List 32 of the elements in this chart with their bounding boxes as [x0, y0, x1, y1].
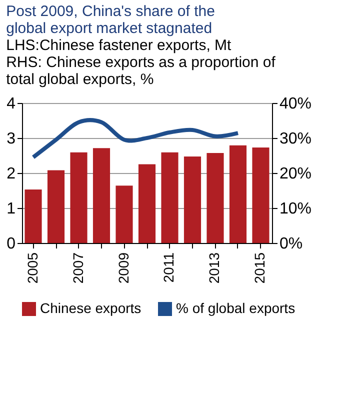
x-tick-label: 2015: [252, 252, 268, 284]
bar: [206, 153, 224, 243]
bar: [252, 147, 270, 243]
x-tick-label: 2011: [160, 252, 177, 283]
y-tick-label: 0: [6, 236, 16, 252]
y-tick-label: 3: [6, 130, 16, 148]
bar: [184, 156, 202, 243]
text: RHS: Chinese exports as a proportion of total global exports, %: [6, 54, 276, 88]
y-tick-label: 1: [6, 200, 16, 218]
bar: [138, 164, 156, 243]
y-tick-label: 2: [6, 166, 16, 182]
x-tick-label: 2009: [115, 252, 132, 284]
y-tick-label: 4: [6, 96, 16, 112]
y2-tick-label: 10%: [280, 200, 312, 218]
y2-tick-label: 0%: [280, 236, 303, 252]
chart-subtitle: LHS:Chinese fastener exports, Mt: [6, 37, 232, 54]
chart-title: Post 2009, China's share of the global export market stagnated: [6, 3, 215, 37]
bar: [92, 148, 110, 243]
y2-tick-label: 20%: [280, 166, 312, 182]
bar: [116, 186, 133, 243]
x-tick-label: 2007: [70, 252, 86, 284]
bar: [47, 170, 65, 243]
x-tick-label: 2013: [206, 252, 222, 284]
legend-label: Chinese exports: [40, 300, 142, 316]
bar: [161, 152, 178, 243]
y2-tick-label: 30%: [280, 130, 312, 148]
bar: [229, 145, 247, 243]
bar: [70, 152, 88, 243]
x-tick-label: 2005: [24, 252, 40, 284]
bar: [24, 189, 42, 243]
legend-label: % of global exports: [176, 300, 296, 316]
y2-tick-label: 40%: [280, 96, 312, 112]
